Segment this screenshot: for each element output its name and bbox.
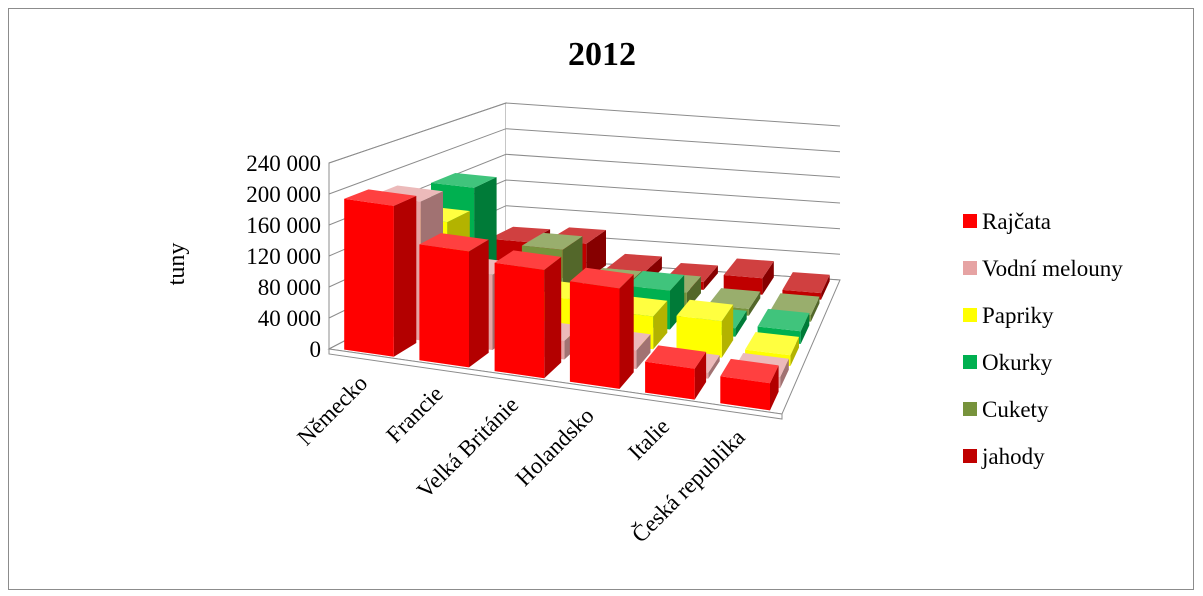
bar-top [745, 332, 799, 356]
bar [676, 299, 734, 358]
bar-side [544, 256, 562, 379]
bar [494, 250, 562, 379]
bar-front [419, 244, 469, 368]
floor-edge [328, 348, 783, 420]
bar-side [790, 336, 799, 367]
bar-top [723, 258, 774, 279]
bar [419, 233, 489, 368]
y-tick-label: 0 [310, 337, 322, 362]
bar-front [569, 281, 620, 389]
legend-swatch [963, 214, 977, 228]
bar-front [494, 262, 545, 379]
legend-label: jahody [981, 444, 1045, 469]
bar-side [586, 230, 606, 281]
legend-swatch [963, 402, 977, 416]
bar-side [780, 358, 789, 389]
gridline [328, 102, 841, 164]
bar-top [494, 250, 562, 270]
bar-top [488, 226, 551, 243]
bar-side [821, 274, 830, 300]
bar-top [720, 358, 779, 384]
y-tick-label: 80 000 [258, 275, 321, 300]
bar-front [676, 315, 722, 358]
bar-side [800, 313, 810, 344]
bar-side [810, 296, 820, 322]
chart-title: 2012 [568, 36, 636, 73]
bar-side [469, 239, 489, 368]
bar-side [619, 274, 634, 389]
bar-top [626, 270, 685, 291]
x-tick-label: Italie [623, 414, 674, 465]
legend-swatch [963, 449, 977, 463]
y-axis-ticks: 0 40 000 80 000 120 000 160 000 200 000 240 00… [246, 151, 321, 362]
y-tick-label: 240 000 [246, 151, 321, 176]
legend-label: Okurky [982, 350, 1053, 375]
legend-swatch [963, 308, 977, 322]
bar-top [770, 293, 820, 315]
bar-front [720, 376, 770, 411]
bar-side [393, 195, 417, 357]
legend-swatch [963, 261, 977, 275]
bar-top [373, 185, 443, 202]
bar-top [782, 272, 830, 294]
bar [720, 358, 779, 411]
bar-side [708, 355, 720, 379]
bar [645, 345, 707, 400]
bar-top [606, 253, 662, 272]
bar-front [645, 361, 695, 400]
legend-label: Cukety [982, 397, 1049, 422]
bar-side [694, 351, 707, 400]
chart-frame: 2012 0 40 000 80 000 120 000 160 000 200 000 2… [8, 8, 1194, 590]
bar-side [721, 304, 734, 358]
gridline [328, 128, 841, 195]
bar-top [757, 308, 810, 332]
legend: Rajčata Vodní melouny Papriky Okurky Cukety j… [963, 209, 1123, 469]
bar-side [770, 365, 779, 411]
legend-label: Papriky [982, 303, 1054, 328]
legend-swatch [963, 355, 977, 369]
x-tick-label: Německo [292, 370, 372, 450]
bar-top [676, 299, 734, 322]
legend-label: Vodní melouny [982, 256, 1123, 281]
chart-canvas: 2012 0 40 000 80 000 120 000 160 000 200 000 2… [164, 36, 1123, 547]
y-tick-label: 200 000 [246, 182, 321, 207]
x-tick-label: Holandsko [511, 403, 599, 491]
bar-top [419, 233, 489, 252]
bar-side [748, 291, 761, 316]
bar [344, 189, 417, 357]
y-tick-label: 160 000 [246, 213, 321, 238]
y-tick-label: 40 000 [258, 306, 321, 331]
bar-side [762, 261, 774, 295]
bar-top [645, 345, 707, 369]
bar-top [431, 173, 497, 188]
bar-top [344, 189, 417, 206]
bar-side [653, 300, 668, 350]
bar [569, 267, 634, 389]
y-tick-label: 120 000 [246, 244, 321, 269]
bar-side [735, 310, 747, 337]
bar-side [703, 265, 718, 290]
bar-front [344, 198, 394, 357]
bars [344, 173, 830, 411]
bar-top [569, 267, 634, 289]
y-axis-label: tuny [164, 243, 190, 286]
x-tick-label: Francie [381, 381, 447, 447]
legend-label: Rajčata [982, 209, 1051, 234]
bar-top [521, 232, 583, 250]
bar-side [636, 334, 651, 370]
